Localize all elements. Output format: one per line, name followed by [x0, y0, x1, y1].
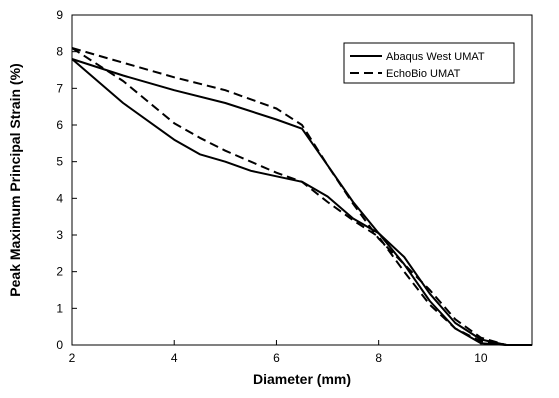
legend-box	[343, 42, 515, 84]
x-tick-label: 8	[375, 351, 382, 365]
legend-label-echobio: EchoBio UMAT	[386, 68, 461, 80]
x-axis-ticks: 2 4 6 8 10	[69, 340, 488, 365]
x-tick-label: 2	[69, 351, 76, 365]
y-tick-label: 9	[56, 8, 63, 22]
y-axis-ticks: 0 1 2 3 4 5 6 7 8 9	[56, 8, 77, 352]
y-tick-label: 6	[56, 118, 63, 132]
x-axis-title: Diameter (mm)	[253, 371, 351, 387]
x-tick-label: 6	[273, 351, 280, 365]
y-tick-label: 8	[56, 45, 63, 59]
y-tick-label: 5	[56, 155, 63, 169]
legend-label-abaqus: Abaqus West UMAT	[386, 51, 485, 63]
y-axis-title: Peak Maximum Principal Strain (%)	[7, 63, 23, 296]
legend: Abaqus West UMAT EchoBio UMAT	[343, 42, 515, 84]
series-1-curve-1	[71, 47, 532, 346]
y-tick-label: 0	[56, 338, 63, 352]
y-tick-label: 4	[56, 191, 63, 205]
series-layer	[71, 47, 532, 346]
x-tick-label: 4	[171, 351, 178, 365]
y-tick-label: 1	[56, 301, 63, 315]
y-tick-label: 7	[56, 81, 63, 95]
y-tick-label: 2	[56, 265, 63, 279]
y-tick-label: 3	[56, 228, 63, 242]
x-tick-label: 10	[474, 351, 488, 365]
series-1-curve-0	[71, 47, 532, 346]
